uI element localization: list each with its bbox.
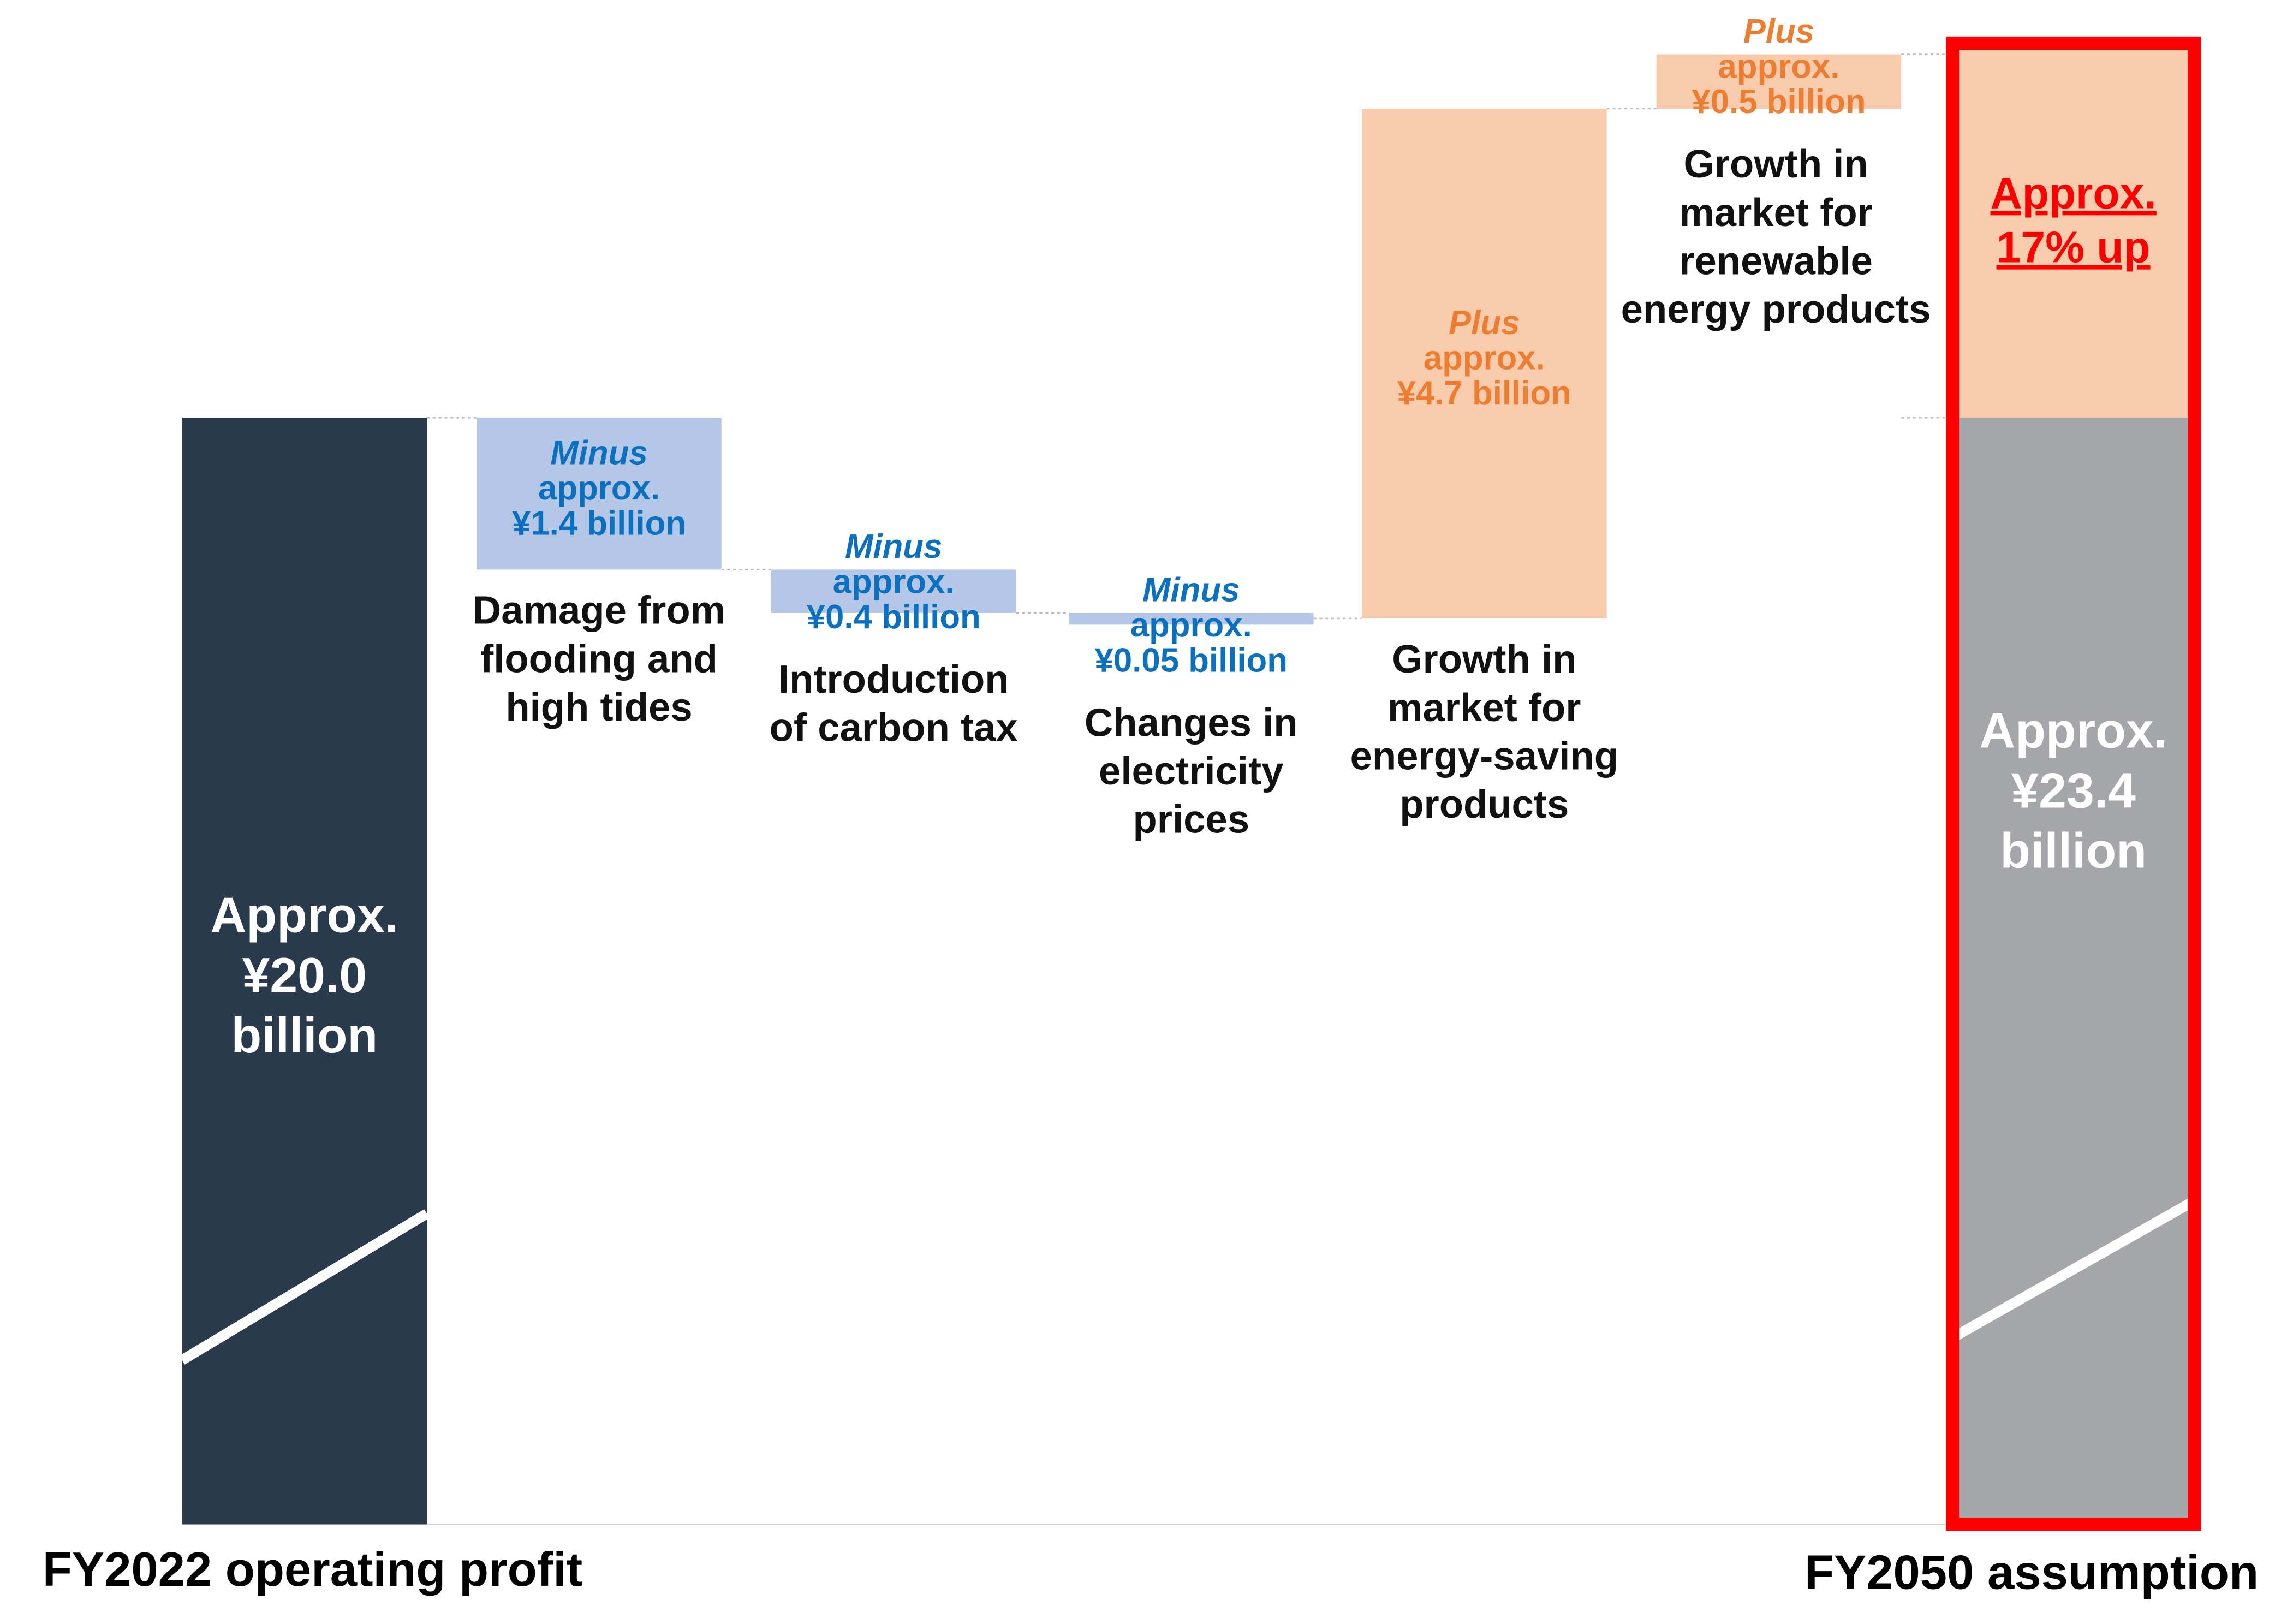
step-category-label-line: electricity [1099, 749, 1283, 793]
step-value-label-line: approx. [1718, 48, 1839, 86]
step-category-label-line: renewable [1679, 239, 1873, 283]
step-bar [771, 569, 1016, 613]
step-value-label-line: Plus [1449, 304, 1520, 342]
step-category-label-line: Growth in [1392, 637, 1576, 681]
step-category-label-line: Growth in [1683, 142, 1868, 186]
step-category-label: Introduction of carbon tax [770, 657, 1018, 750]
step-category-label-line: market for [1679, 191, 1873, 235]
step-value-label-line: ¥1.4 billion [512, 504, 686, 542]
step-value-label: Minus approx. ¥1.4 billion [512, 435, 686, 543]
step-category-label: Changes in electricity prices [1085, 700, 1298, 841]
start-value-label-line: billion [231, 1008, 378, 1063]
step-value-label-line: ¥0.5 billion [1692, 83, 1866, 121]
step-value-label: Minus approx. ¥0.4 billion [807, 528, 981, 636]
end-highlight-box [1946, 36, 2201, 1531]
step-category-label-line: Introduction [778, 657, 1009, 701]
step-value-label-line: ¥4.7 billion [1397, 374, 1571, 412]
change-percent-label-line: 17% up [1997, 223, 2151, 272]
step-category-label-line: flooding and [480, 636, 718, 681]
step-category-label-line: high tides [505, 685, 692, 729]
step-bar [1362, 108, 1607, 618]
step-category-label: Damage from flooding and high tides [473, 588, 725, 729]
end-value-label-line: billion [2000, 823, 2147, 879]
end-category-label: FY2050 assumption [1804, 1545, 2259, 1599]
step-category-label-line: energy products [1621, 287, 1931, 331]
step-category-label-line: prices [1133, 798, 1249, 842]
change-percent-label-line: Approx. [1990, 169, 2156, 218]
step-value-label-line: approx. [1130, 606, 1252, 644]
step-value-label-line: approx. [833, 563, 955, 600]
step-category-label-line: Damage from [473, 588, 725, 633]
start-value-label: Approx. ¥20.0 billion [210, 888, 398, 1063]
start-category-label-line: FY2022 operating profit [43, 1542, 582, 1596]
change-percent-label: Approx. 17% up [1990, 169, 2156, 272]
end-category-label-line: FY2050 assumption [1804, 1545, 2259, 1599]
step-category-label: Growth in market for renewable energy produ… [1621, 142, 1931, 331]
step-bar [1069, 612, 1314, 625]
end-value-label-line: Approx. [1979, 703, 2167, 758]
step-bar [1656, 54, 1902, 109]
start-category-label: FY2022 operating profit [43, 1542, 582, 1596]
start-value-label-line: ¥20.0 [242, 948, 367, 1003]
step-value-label-line: approx. [538, 469, 660, 507]
step-category-label-line: Changes in [1085, 700, 1298, 745]
step-bar [477, 418, 722, 570]
step-value-label-line: Plus [1743, 13, 1814, 50]
step-value-label-line: Minus [550, 435, 647, 472]
step-category-label-line: products [1399, 782, 1569, 826]
end-bar-base [1958, 418, 2189, 1525]
end-value-label: Approx. ¥23.4 billion [1979, 703, 2167, 878]
step-value-label-line: approx. [1424, 340, 1545, 377]
step-category-label-line: energy-saving [1350, 734, 1618, 778]
step-value-label-line: Minus [845, 528, 942, 566]
step-value-label: Minus approx. ¥0.05 billion [1095, 571, 1288, 679]
end-value-label-line: ¥23.4 [2011, 763, 2136, 818]
step-value-label: Plus approx. ¥4.7 billion [1397, 304, 1571, 412]
start-value-label-line: Approx. [210, 888, 398, 943]
step-category-label-line: market for [1387, 686, 1581, 730]
step-value-label-line: ¥0.05 billion [1095, 641, 1288, 679]
step-category-label-line: of carbon tax [770, 706, 1018, 750]
step-value-label-line: ¥0.4 billion [807, 598, 981, 636]
step-category-label: Growth in market for energy-saving products [1350, 637, 1618, 826]
step-value-label-line: Minus [1142, 571, 1240, 609]
axis-break-mark [1944, 1193, 2203, 1346]
axis-break-mark [179, 1209, 430, 1365]
end-bar-increase [1958, 49, 2189, 418]
step-value-label: Plus approx. ¥0.5 billion [1692, 13, 1866, 121]
